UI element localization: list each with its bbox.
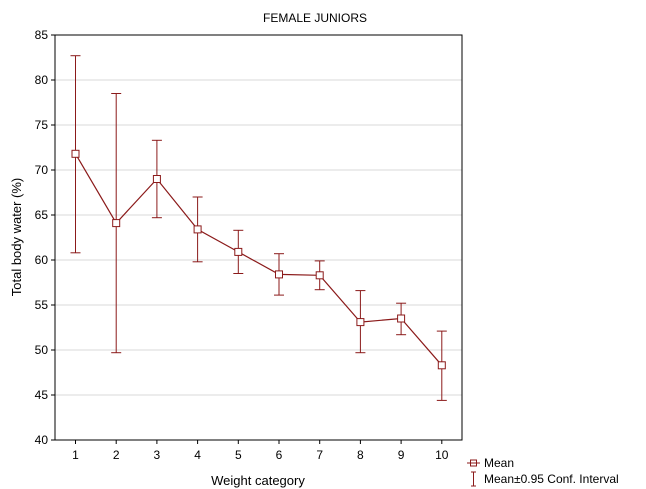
y-axis-label: Total body water (%) xyxy=(9,178,24,297)
mean-point-3 xyxy=(152,175,161,183)
x-tick-label: 3 xyxy=(154,448,161,462)
legend-mean-marker xyxy=(467,459,480,467)
gridlines xyxy=(55,79,462,396)
mean-point-10 xyxy=(437,361,446,370)
error-bars xyxy=(70,55,447,401)
x-tick-label: 6 xyxy=(276,448,283,462)
mean-point-7 xyxy=(315,271,324,280)
y-tick-label: 45 xyxy=(35,388,49,402)
y-tick-label: 55 xyxy=(35,298,49,312)
mean-line xyxy=(74,153,443,366)
chart-title: FEMALE JUNIORS xyxy=(263,11,367,25)
mean-point-6 xyxy=(275,270,283,279)
plot-area-frame xyxy=(54,34,463,441)
y-tick-label: 60 xyxy=(35,253,49,267)
x-tick-label: 2 xyxy=(113,448,120,462)
legend-mean-label: Mean xyxy=(484,456,514,470)
x-tick-label: 1 xyxy=(72,448,79,462)
series-mean xyxy=(71,149,446,370)
x-tick-label: 9 xyxy=(398,448,405,462)
y-axis: 40 45 50 55 60 65 70 75 80 85 xyxy=(35,28,55,447)
y-tick-label: 65 xyxy=(35,208,49,222)
y-tick-label: 85 xyxy=(35,28,49,42)
y-tick-label: 50 xyxy=(35,343,49,357)
x-axis: 1 2 3 4 5 6 7 8 9 10 xyxy=(72,440,449,462)
y-tick-label: 80 xyxy=(35,73,49,87)
x-axis-label: Weight category xyxy=(211,473,305,488)
legend-ci-marker xyxy=(471,471,476,487)
mean-point-1 xyxy=(71,149,80,158)
mean-point-9 xyxy=(397,314,406,323)
x-tick-label: 4 xyxy=(194,448,201,462)
mean-point-2 xyxy=(112,219,121,228)
x-tick-label: 10 xyxy=(435,448,449,462)
legend: Mean Mean±0.95 Conf. Interval xyxy=(467,456,619,487)
y-tick-label: 75 xyxy=(35,118,49,132)
mean-point-4 xyxy=(193,225,202,234)
legend-ci-label: Mean±0.95 Conf. Interval xyxy=(484,472,619,486)
y-tick-label: 40 xyxy=(35,433,49,447)
mean-point-5 xyxy=(234,247,243,256)
x-tick-label: 8 xyxy=(357,448,364,462)
y-tick-label: 70 xyxy=(35,163,49,177)
x-tick-label: 5 xyxy=(235,448,242,462)
mean-point-8 xyxy=(356,318,365,327)
x-tick-label: 7 xyxy=(316,448,323,462)
